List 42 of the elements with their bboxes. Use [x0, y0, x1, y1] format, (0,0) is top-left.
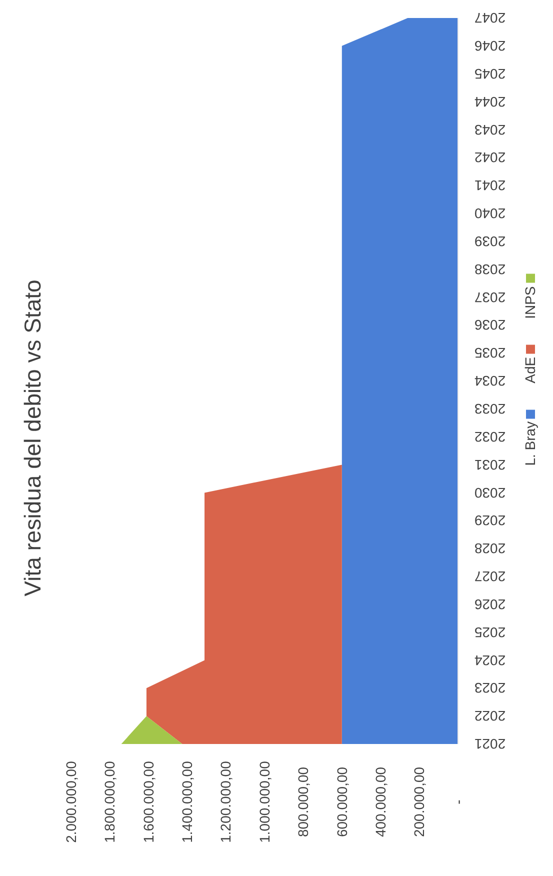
legend-label: L. Bray: [522, 421, 538, 466]
x-tick-label: 600.000,00: [334, 766, 350, 838]
y-tick-label: 2027: [474, 568, 506, 585]
y-tick-label: 2035: [474, 345, 506, 362]
y-tick-label: 2030: [474, 484, 506, 501]
y-tick-label: 2021: [474, 736, 506, 752]
y-tick-label: 2022: [474, 708, 506, 724]
y-tick-label: 2036: [474, 317, 506, 334]
y-tick-label: 2047: [474, 10, 506, 26]
y-tick-label: 2031: [474, 456, 506, 473]
y-tick-label: 2029: [474, 512, 506, 529]
y-tick-label: 2037: [474, 289, 506, 306]
y-tick-label: 2023: [474, 680, 506, 696]
y-tick-label: 2040: [474, 206, 506, 222]
x-tick-label: 1.600.000,00: [140, 760, 156, 843]
x-tick-label: 1.200.000,00: [218, 760, 234, 843]
y-tick-label: 2042: [474, 150, 506, 166]
x-tick-label: 2.000.000,00: [62, 760, 79, 843]
legend-label: INPS: [522, 286, 538, 319]
x-tick-label: -: [450, 799, 466, 804]
x-tick-label: 1.400.000,00: [179, 760, 195, 843]
y-tick-label: 2024: [474, 652, 506, 668]
legend-label: AdE: [522, 356, 538, 384]
y-tick-label: 2044: [474, 94, 506, 110]
y-tick-label: 2032: [474, 428, 506, 445]
x-tick-label: 400.000,00: [372, 766, 388, 838]
y-tick-label: 2038: [474, 261, 506, 278]
x-tick-label: 1.000.000,00: [256, 760, 272, 843]
y-tick-label: 2041: [474, 178, 506, 194]
y-tick-label: 2025: [474, 624, 506, 640]
x-tick-label: 1.800.000,00: [102, 760, 118, 843]
text: Vita residua del debito vs Stato: [20, 280, 46, 596]
y-tick-label: 2034: [474, 373, 506, 390]
x-tick-label: 200.000,00: [411, 766, 428, 838]
y-tick-label: 2045: [474, 66, 506, 82]
y-tick-label: 2039: [474, 233, 506, 250]
x-tick-label: 800.000,00: [295, 766, 312, 838]
y-tick-label: 2043: [474, 122, 506, 138]
y-tick-label: 2026: [474, 596, 506, 612]
y-tick-label: 2046: [474, 38, 506, 54]
y-tick-label: 2033: [474, 401, 506, 418]
y-tick-label: 2028: [474, 540, 506, 557]
